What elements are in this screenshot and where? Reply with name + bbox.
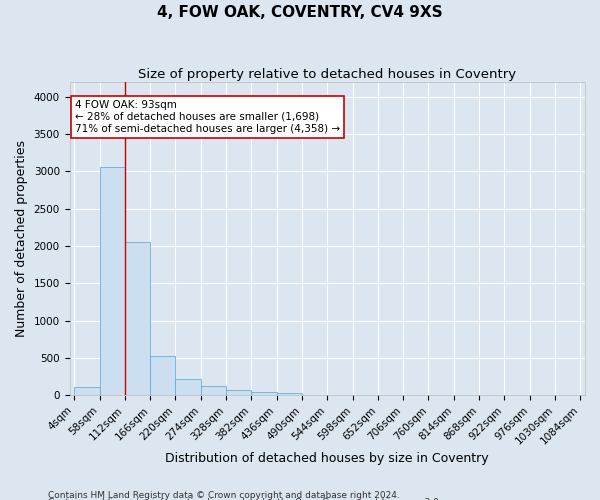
Bar [125,242,150,396]
Title: Size of property relative to detached houses in Coventry: Size of property relative to detached ho… [138,68,517,80]
Bar [100,167,125,396]
Y-axis label: Number of detached properties: Number of detached properties [15,140,28,337]
Bar [251,392,277,396]
Bar [201,386,226,396]
Bar [277,392,302,396]
X-axis label: Distribution of detached houses by size in Coventry: Distribution of detached houses by size … [166,452,489,465]
Text: 4 FOW OAK: 93sqm
← 28% of detached houses are smaller (1,698)
71% of semi-detach: 4 FOW OAK: 93sqm ← 28% of detached house… [75,100,340,134]
Text: 4, FOW OAK, COVENTRY, CV4 9XS: 4, FOW OAK, COVENTRY, CV4 9XS [157,5,443,20]
Bar [175,379,201,396]
Bar [150,356,175,396]
Text: Contains HM Land Registry data © Crown copyright and database right 2024.: Contains HM Land Registry data © Crown c… [48,490,400,500]
Bar [226,390,251,396]
Bar [74,387,100,396]
Text: Contains public sector information licensed under the Open Government Licence v3: Contains public sector information licen… [48,498,442,500]
